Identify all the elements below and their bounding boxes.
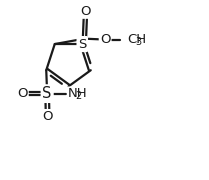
Text: O: O — [80, 5, 90, 18]
Text: 3: 3 — [135, 37, 141, 47]
Text: O: O — [100, 33, 110, 46]
Text: S: S — [42, 86, 52, 101]
Text: O: O — [18, 87, 28, 100]
Text: NH: NH — [68, 87, 87, 100]
Text: 2: 2 — [75, 91, 81, 101]
Text: S: S — [78, 38, 87, 51]
Text: CH: CH — [127, 33, 147, 46]
Text: O: O — [42, 110, 53, 123]
